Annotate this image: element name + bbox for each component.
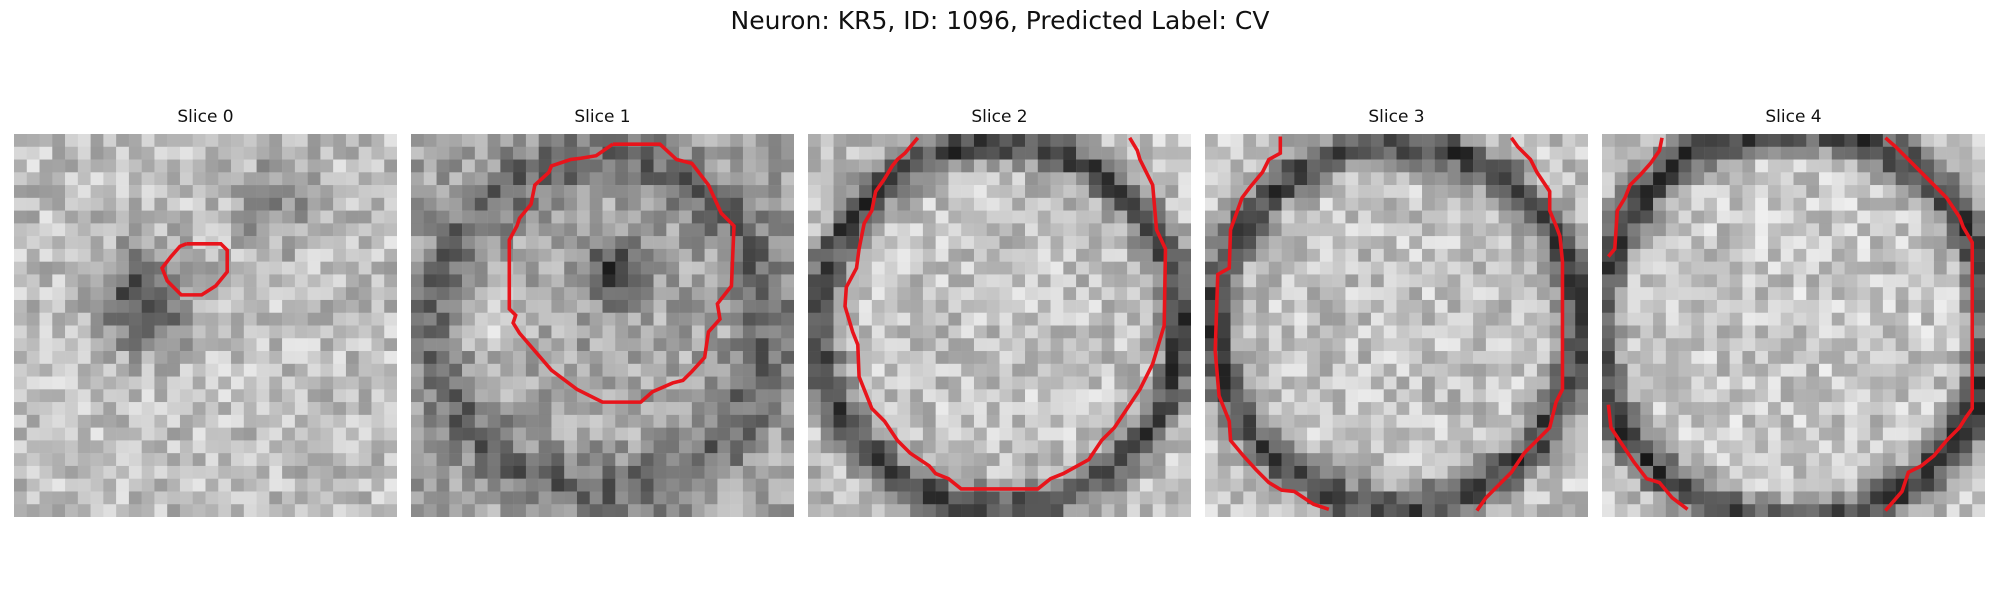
slice-panel-4: Slice 4 <box>1602 106 1985 517</box>
slice-image-4 <box>1602 134 1985 517</box>
slice-title-2: Slice 2 <box>808 106 1191 128</box>
slice-image-2 <box>808 134 1191 517</box>
slice-panel-2: Slice 2 <box>808 106 1191 517</box>
slice-panel-3: Slice 3 <box>1205 106 1588 517</box>
slice-image-0 <box>14 134 397 517</box>
slice-title-3: Slice 3 <box>1205 106 1588 128</box>
slice-title-4: Slice 4 <box>1602 106 1985 128</box>
slice-title-1: Slice 1 <box>411 106 794 128</box>
slice-title-0: Slice 0 <box>14 106 397 128</box>
slice-image-3 <box>1205 134 1588 517</box>
figure-title: Neuron: KR5, ID: 1096, Predicted Label: … <box>0 6 2000 35</box>
slice-image-1 <box>411 134 794 517</box>
slice-panel-0: Slice 0 <box>14 106 397 517</box>
slice-panel-1: Slice 1 <box>411 106 794 517</box>
